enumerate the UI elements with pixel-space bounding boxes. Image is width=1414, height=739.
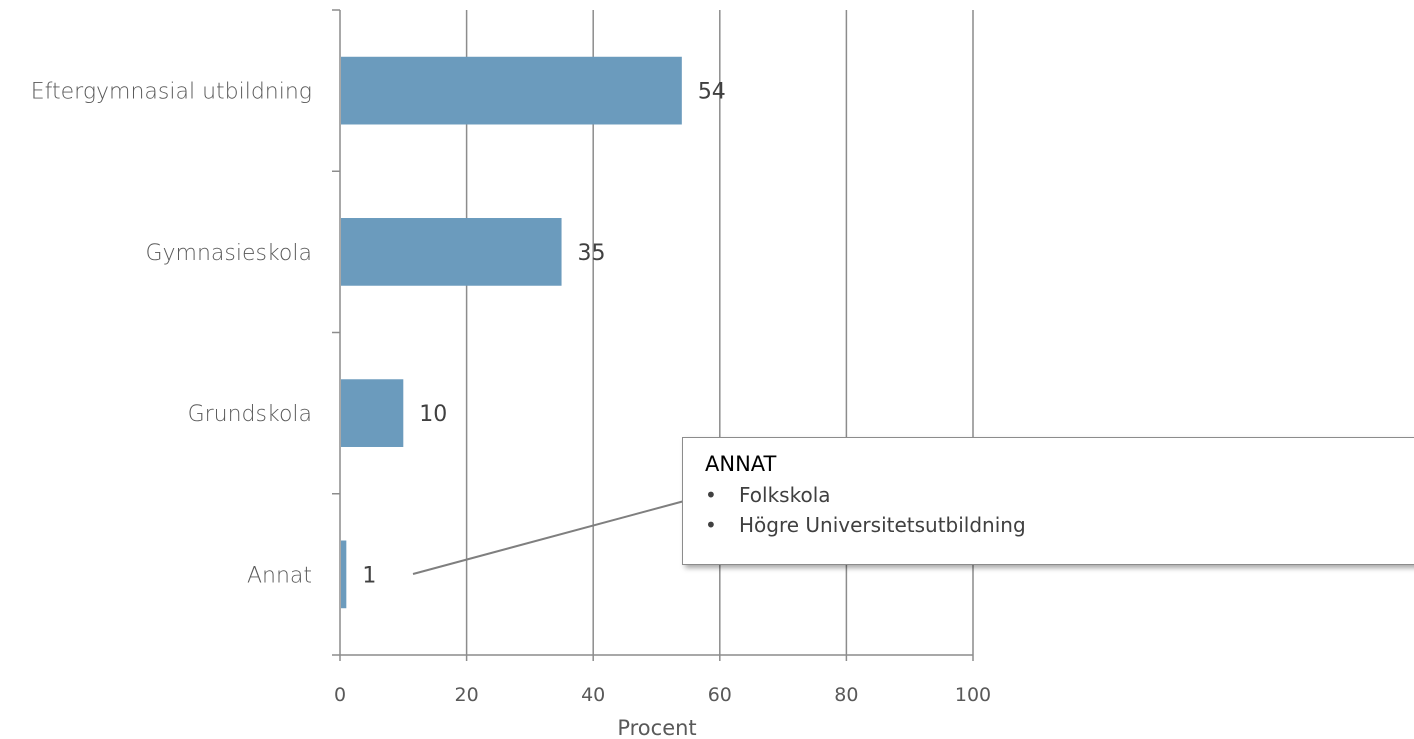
annotation-callout: ANNAT Folkskola Högre Universitetsutbild… <box>682 437 1414 565</box>
x-axis-title: Procent <box>617 716 696 739</box>
callout-item-folkskola: Folkskola <box>705 480 1399 510</box>
x-tick-label-80: 80 <box>834 684 858 706</box>
x-tick-label-20: 20 <box>455 684 479 706</box>
axes <box>332 9 974 661</box>
x-tick-label-40: 40 <box>581 684 605 706</box>
data-label-0: 54 <box>698 80 726 105</box>
x-tick-label-60: 60 <box>708 684 732 706</box>
data-label-2: 10 <box>419 402 447 427</box>
callout-item-hogre-universitetsutbildning: Högre Universitetsutbildning <box>705 510 1399 540</box>
bar-2 <box>341 379 404 447</box>
bar-0 <box>341 56 682 125</box>
x-tick-label-100: 100 <box>955 684 991 706</box>
callout-leader-line <box>412 499 689 575</box>
callout-title: ANNAT <box>705 452 777 476</box>
category-label-3: Annat <box>247 563 312 588</box>
bar-1 <box>341 218 562 286</box>
x-tick-label-0: 0 <box>334 684 346 706</box>
bars <box>341 56 682 609</box>
bar-3 <box>341 540 347 609</box>
category-label-2: Grundskola <box>188 402 312 427</box>
labels: 0 20 40 60 80 100 Eftergymnasial utbildning 54 G… <box>31 80 991 739</box>
category-label-0: Eftergymnasial utbildning <box>31 80 312 105</box>
data-label-3: 1 <box>362 563 376 588</box>
data-label-1: 35 <box>578 241 606 266</box>
callout-list: Folkskola Högre Universitetsutbildning <box>705 480 1399 540</box>
category-label-1: Gymnasieskola <box>145 241 312 266</box>
